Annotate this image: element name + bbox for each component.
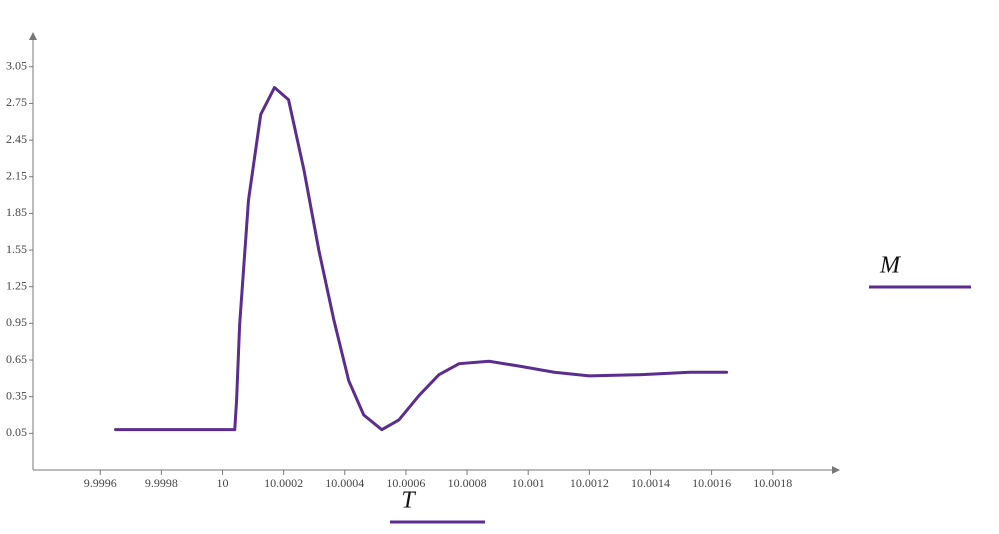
- x-tick-label: 9.9996: [84, 476, 117, 490]
- x-tick-label: 10.0006: [386, 476, 425, 490]
- x-tick-label: 10.0004: [325, 476, 364, 490]
- x-axis-label: T: [401, 488, 416, 514]
- x-tick-label: 10.0014: [631, 476, 670, 490]
- x-tick-label: 10.0002: [264, 476, 303, 490]
- y-tick-label: 1.55: [6, 242, 27, 256]
- x-tick-label: 10.0008: [448, 476, 487, 490]
- y-tick-label: 1.85: [6, 205, 27, 219]
- x-tick-label: 10.001: [512, 476, 545, 490]
- x-tick-label: 9.9998: [145, 476, 178, 490]
- data-line: [114, 86, 729, 432]
- y-tick-label: 1.25: [6, 278, 27, 292]
- x-axis-arrow: [832, 466, 840, 474]
- y-tick-label: 0.35: [6, 388, 27, 402]
- x-tick-label: 10: [217, 476, 229, 490]
- y-tick-label: 2.75: [6, 95, 27, 109]
- y-tick-label: 2.45: [6, 132, 27, 146]
- y-tick-label: 0.95: [6, 315, 27, 329]
- legend-label: M: [879, 253, 902, 279]
- y-tick-label: 0.65: [6, 352, 27, 366]
- x-tick-label: 10.0018: [753, 476, 792, 490]
- x-tick-label: 10.0016: [692, 476, 731, 490]
- x-tick-label: 10.0012: [570, 476, 609, 490]
- y-tick-label: 2.15: [6, 168, 27, 182]
- y-tick-label: 3.05: [6, 59, 27, 73]
- y-axis-arrow: [29, 32, 37, 40]
- y-tick-label: 0.05: [6, 425, 27, 439]
